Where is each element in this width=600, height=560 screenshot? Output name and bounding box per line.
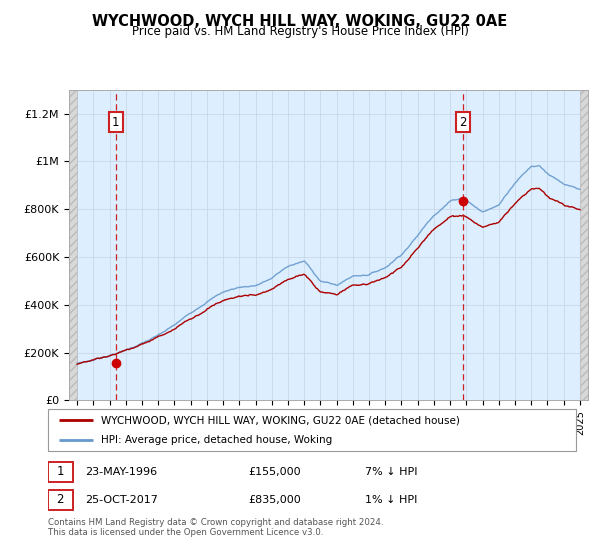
Text: WYCHWOOD, WYCH HILL WAY, WOKING, GU22 0AE (detached house): WYCHWOOD, WYCH HILL WAY, WOKING, GU22 0A… <box>101 415 460 425</box>
FancyBboxPatch shape <box>48 462 73 482</box>
Text: 1% ↓ HPI: 1% ↓ HPI <box>365 494 417 505</box>
Text: £155,000: £155,000 <box>248 467 301 477</box>
FancyBboxPatch shape <box>48 489 73 510</box>
Text: 25-OCT-2017: 25-OCT-2017 <box>85 494 158 505</box>
Text: 1: 1 <box>56 465 64 478</box>
Text: £835,000: £835,000 <box>248 494 301 505</box>
Bar <box>69 90 77 400</box>
Text: 2: 2 <box>460 116 467 129</box>
Text: Price paid vs. HM Land Registry's House Price Index (HPI): Price paid vs. HM Land Registry's House … <box>131 25 469 38</box>
Text: WYCHWOOD, WYCH HILL WAY, WOKING, GU22 0AE: WYCHWOOD, WYCH HILL WAY, WOKING, GU22 0A… <box>92 14 508 29</box>
Text: HPI: Average price, detached house, Woking: HPI: Average price, detached house, Woki… <box>101 435 332 445</box>
Bar <box>580 90 588 400</box>
Text: Contains HM Land Registry data © Crown copyright and database right 2024.
This d: Contains HM Land Registry data © Crown c… <box>48 518 383 538</box>
Text: 7% ↓ HPI: 7% ↓ HPI <box>365 467 418 477</box>
Text: 1: 1 <box>112 116 119 129</box>
Text: 2: 2 <box>56 493 64 506</box>
FancyBboxPatch shape <box>48 409 576 451</box>
Text: 23-MAY-1996: 23-MAY-1996 <box>85 467 157 477</box>
